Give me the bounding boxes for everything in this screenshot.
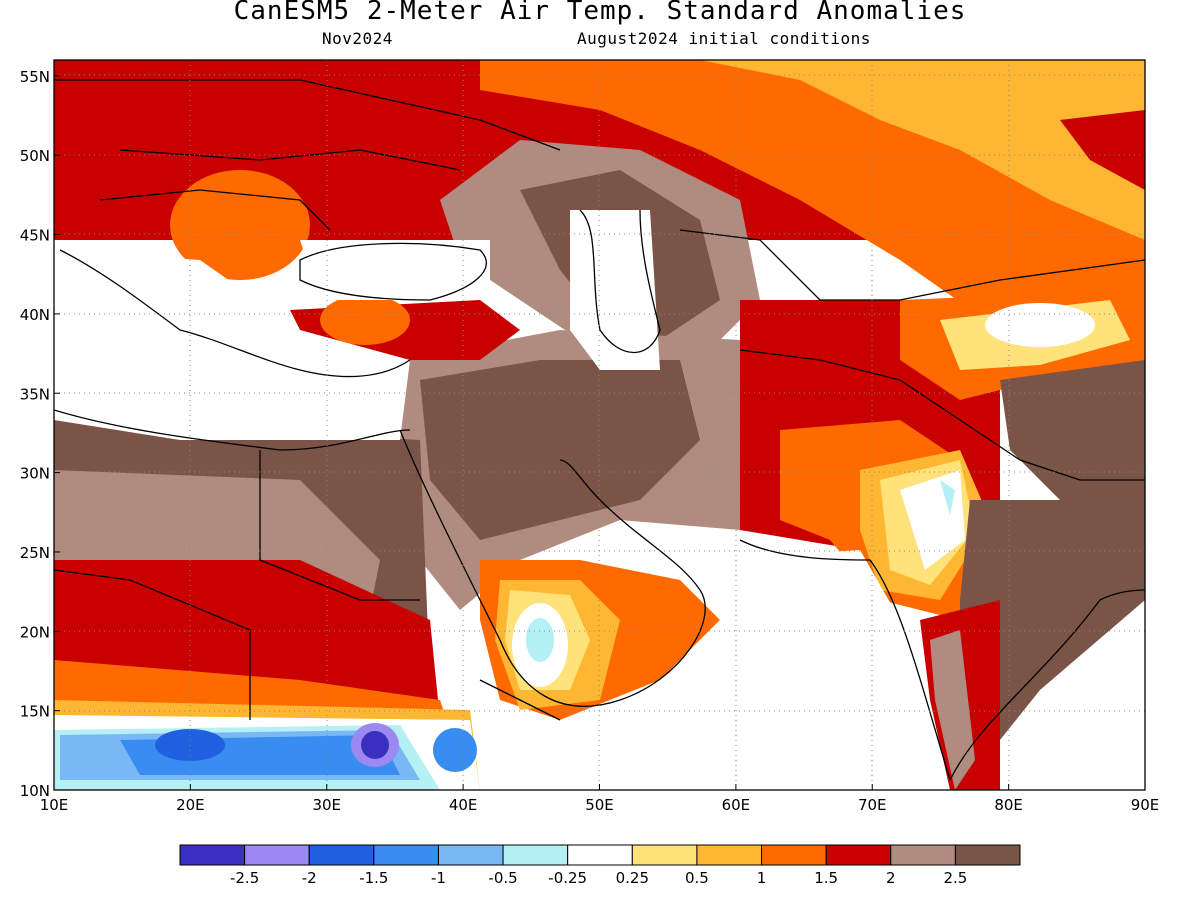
colorbar-label: -0.25 [548,869,587,887]
lat-tick-label: 45N [20,227,50,245]
colorbar-label: -2.5 [230,869,259,887]
valid-month: Nov2024 [322,29,393,48]
colorbar-label: 1.5 [814,869,838,887]
lon-tick-label: 40E [449,796,478,814]
lon-tick-label: 60E [722,796,751,814]
lat-tick-label: 20N [20,623,50,641]
lat-tick-labels: 10N 15N 20N 25N 30N 35N 40N 45N 50N 55N [20,68,60,800]
lat-tick-label: 10N [20,782,50,800]
colorbar-swatch [567,844,633,866]
lon-tick-labels: 10E 20E 30E 40E 50E 60E 70E 80E 90E [40,784,1160,814]
colorbar-swatch [631,844,698,866]
lon-tick-label: 50E [585,796,614,814]
lat-tick-label: 40N [20,306,50,324]
gridlines [54,60,1145,790]
colorbar-swatch [954,844,1021,866]
colorbar-swatch [761,844,827,866]
colorbar-label: 1 [757,869,767,887]
coastlines [54,79,1145,781]
colorbar-label: -0.5 [488,869,517,887]
colorbar-swatch [373,844,439,866]
colorbar-swatch [502,844,569,866]
init-conditions: August2024 initial conditions [577,29,871,48]
colorbar-swatch [825,844,892,866]
colorbar-label: 2 [886,869,896,887]
colorbar-label: -1 [431,869,446,887]
colorbar-label: 2.5 [943,869,967,887]
lon-tick-label: 80E [994,796,1023,814]
lon-tick-label: 20E [176,796,205,814]
lat-tick-label: 55N [20,68,50,86]
colorbar-label: 0.25 [616,869,649,887]
lon-tick-label: 90E [1131,796,1160,814]
colorbar-swatch [696,844,763,866]
colorbar: -2.5 -2 -1.5 -1 -0.5 -0.25 0.25 0.5 1 1.5 2 2.5 [179,844,1021,887]
colorbar-label: -1.5 [359,869,388,887]
lon-tick-label: 70E [858,796,887,814]
colorbar-swatch [890,844,956,866]
lon-tick-label: 30E [312,796,341,814]
colorbar-label: 0.5 [685,869,709,887]
lat-tick-label: 25N [20,544,50,562]
lat-tick-label: 35N [20,385,50,403]
lat-tick-label: 30N [20,465,50,483]
map-title: CanESM5 2-Meter Air Temp. Standard Anoma… [233,0,967,26]
lat-tick-label: 15N [20,703,50,721]
colorbar-swatch [437,844,504,866]
colorbar-swatch [179,844,246,866]
colorbar-swatch [244,844,310,866]
colorbar-label: -2 [302,869,317,887]
lon-tick-label: 10E [40,796,69,814]
lat-tick-label: 50N [20,147,50,165]
colorbar-swatch [308,844,375,866]
